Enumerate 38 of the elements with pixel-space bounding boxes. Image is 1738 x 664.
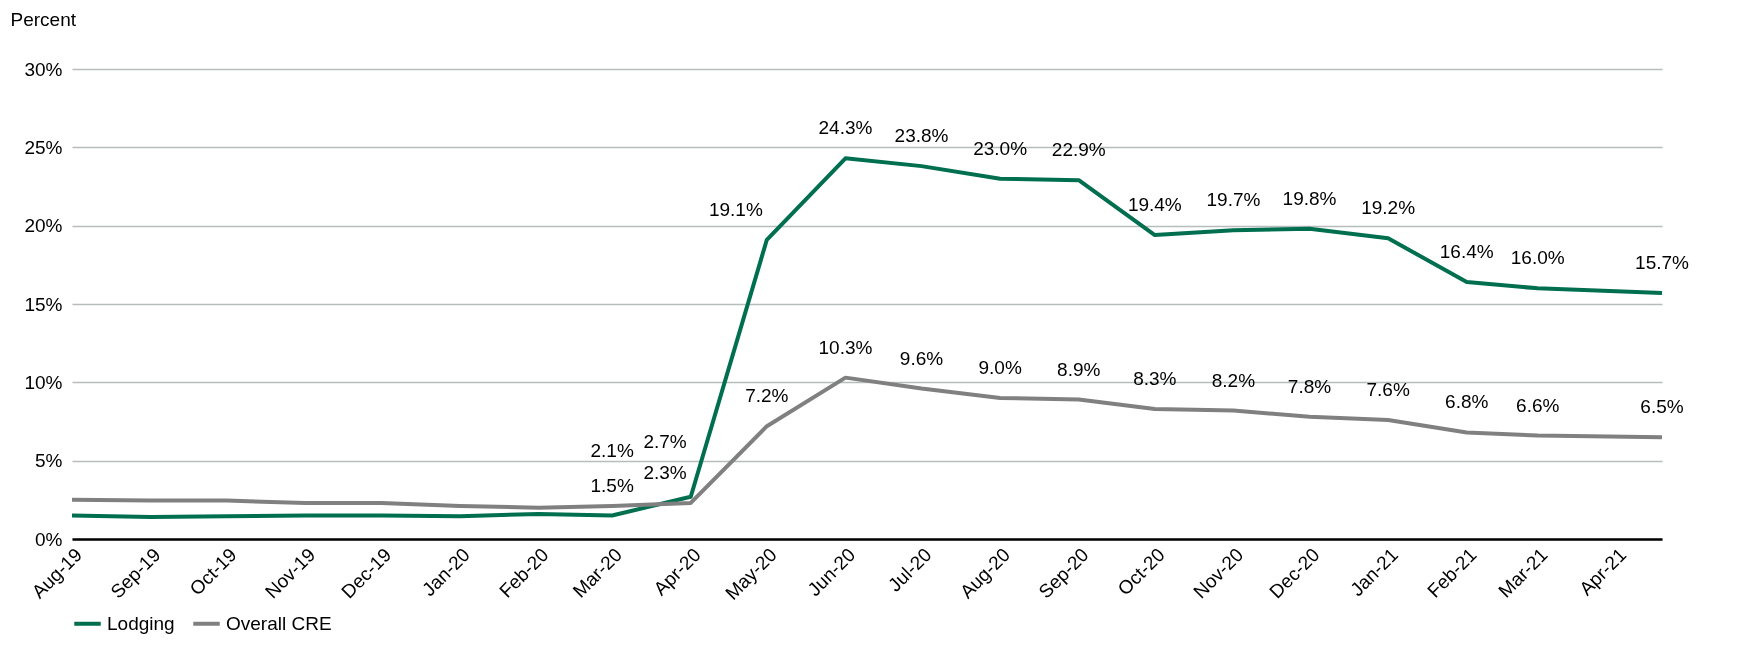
data-label: 6.5% xyxy=(1640,396,1684,418)
data-label: 2.7% xyxy=(643,430,687,452)
data-label: 9.6% xyxy=(899,347,944,369)
data-label: 19.7% xyxy=(1206,189,1261,211)
y-tick-label: 25% xyxy=(24,136,63,158)
data-label: 8.2% xyxy=(1211,369,1256,391)
data-label: 7.8% xyxy=(1287,375,1332,397)
data-label: 7.2% xyxy=(745,385,789,407)
y-tick-label: 5% xyxy=(35,450,63,472)
data-label: 1.5% xyxy=(590,474,634,496)
data-label: 8.3% xyxy=(1133,367,1177,389)
y-tick-label: 0% xyxy=(35,528,63,550)
data-label: 22.9% xyxy=(1051,139,1106,161)
data-label: 10.3% xyxy=(818,336,873,358)
data-label: 8.9% xyxy=(1057,358,1101,380)
data-label: 19.1% xyxy=(708,198,763,220)
data-label: 9.0% xyxy=(978,357,1022,378)
data-label: 2.3% xyxy=(643,461,687,483)
y-tick-label: 20% xyxy=(24,215,63,237)
data-label: 23.8% xyxy=(894,125,949,147)
data-label: 7.6% xyxy=(1366,378,1410,400)
data-label: 16.0% xyxy=(1510,247,1565,269)
legend-label: Lodging xyxy=(107,612,175,634)
y-tick-label: 10% xyxy=(24,371,63,393)
data-label: 6.8% xyxy=(1445,391,1489,413)
data-label: 6.6% xyxy=(1516,394,1560,416)
y-tick-label: 30% xyxy=(24,58,63,80)
data-label: 16.4% xyxy=(1439,241,1494,263)
data-label: 24.3% xyxy=(818,117,873,139)
data-label: 15.7% xyxy=(1635,252,1690,274)
y-tick-label: 15% xyxy=(24,293,63,315)
data-label: 19.4% xyxy=(1127,194,1182,216)
data-label: 19.8% xyxy=(1282,187,1337,209)
legend-label: Overall CRE xyxy=(226,612,332,634)
y-axis-title: Percent xyxy=(10,8,77,30)
data-label: 2.1% xyxy=(590,440,634,462)
data-label: 23.0% xyxy=(973,137,1028,159)
data-label: 19.2% xyxy=(1361,197,1416,219)
